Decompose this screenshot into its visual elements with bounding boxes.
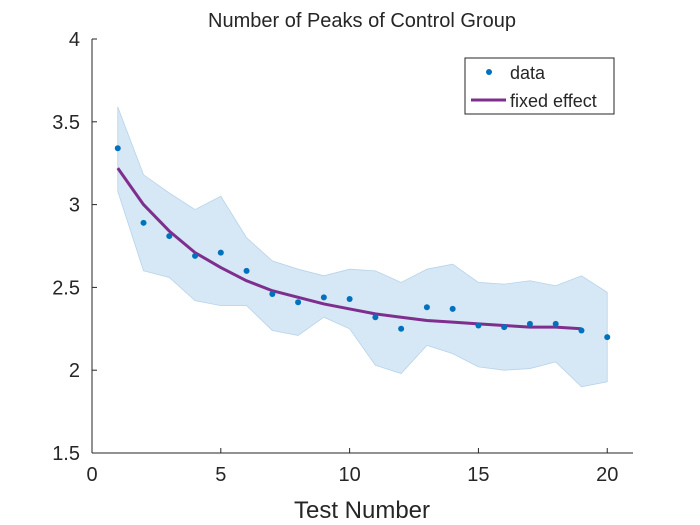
- y-tick-label: 1.5: [52, 443, 80, 465]
- data-point: [114, 145, 121, 152]
- data-point: [398, 325, 405, 332]
- x-tick-label: 5: [215, 464, 226, 486]
- data-point: [295, 299, 302, 306]
- data-point: [526, 320, 533, 327]
- data-point: [269, 291, 276, 298]
- data-point: [604, 334, 611, 341]
- y-tick-label: 2: [69, 360, 80, 382]
- legend-label-data: data: [510, 63, 546, 83]
- x-tick-label: 15: [467, 464, 489, 486]
- y-tick-label: 3.5: [52, 112, 80, 134]
- confidence-band: [117, 106, 608, 388]
- data-point: [243, 267, 250, 274]
- y-tick-label: 4: [69, 29, 80, 51]
- data-point: [346, 295, 353, 302]
- x-tick-label: 20: [596, 464, 618, 486]
- legend: data fixed effect: [464, 57, 615, 115]
- data-point: [423, 304, 430, 311]
- data-point: [475, 322, 482, 329]
- y-tick-label: 2.5: [52, 277, 80, 299]
- data-point: [320, 294, 327, 301]
- data-point: [578, 327, 585, 334]
- x-tick-label: 0: [86, 464, 97, 486]
- data-point: [501, 324, 508, 331]
- data-point: [166, 233, 173, 240]
- data-point: [192, 252, 199, 259]
- legend-box: [464, 57, 615, 115]
- x-tick-label: 10: [338, 464, 360, 486]
- x-axis-label: Test Number: [294, 497, 430, 524]
- legend-label-fixed-effect: fixed effect: [510, 91, 597, 111]
- y-tick-label: 3: [69, 195, 80, 217]
- data-point: [552, 320, 559, 327]
- data-point: [140, 219, 147, 226]
- data-point: [217, 249, 224, 256]
- legend-data-marker: [486, 69, 492, 75]
- data-point: [372, 314, 379, 321]
- data-point: [449, 305, 456, 312]
- chart-title: Number of Peaks of Control Group: [208, 10, 516, 32]
